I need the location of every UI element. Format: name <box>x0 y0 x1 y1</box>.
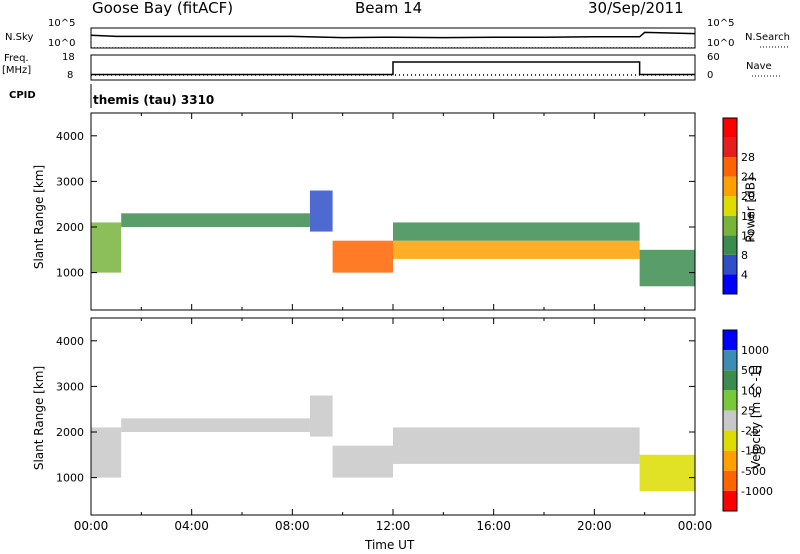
power-region-6 <box>639 249 695 287</box>
freq-tick-low: 8 <box>67 70 74 81</box>
power-region-4 <box>393 240 640 259</box>
power-colorbar-cell-6 <box>723 157 737 177</box>
noise-tick-low-left: 10^0 <box>48 38 76 49</box>
time-xtick-label-2: 08:00 <box>275 519 310 533</box>
power-region-1 <box>121 213 310 228</box>
freq-panel-frame <box>90 54 696 81</box>
power-colorbar-tick-3: 16 <box>741 210 755 223</box>
velocity-colorbar-frame <box>722 329 738 512</box>
velocity-region-4 <box>393 427 640 464</box>
velocity-region-0 <box>91 427 122 478</box>
velocity-ytick-label-0: 1000 <box>56 472 84 485</box>
velocity-colorbar-cell-7 <box>723 470 737 491</box>
velocity-colorbar-tick-7: -1000 <box>741 485 773 498</box>
cpid-label: CPID <box>9 90 36 101</box>
velocity-colorbar-cell-8 <box>723 490 737 511</box>
power-colorbar-frame <box>722 117 738 295</box>
velocity-colorbar-cell-0 <box>723 330 737 351</box>
station-title: Goose Bay (fitACF) <box>92 0 234 17</box>
velocity-panel-bg <box>91 318 695 515</box>
power-colorbar-cell-0 <box>723 274 737 294</box>
noise-tick-low-right: 10^0 <box>707 38 735 49</box>
nsky-line <box>90 31 696 39</box>
velocity-ytick-label-1: 2000 <box>56 426 84 439</box>
nave-label: Nave <box>746 61 772 72</box>
nave-tick-low: 0 <box>707 70 714 81</box>
power-colorbar-cell-2 <box>723 235 737 255</box>
power-colorbar-tick-1: 8 <box>741 249 748 262</box>
freq-label: Freq. <box>4 53 29 64</box>
velocity-region-1 <box>121 418 310 433</box>
velocity-colorbar-tick-1: 500 <box>741 364 762 377</box>
power-colorbar-cell-8 <box>723 118 737 138</box>
power-panel-bg <box>91 113 695 310</box>
noise-tick-high-right: 10^5 <box>707 18 735 29</box>
beam-title: Beam 14 <box>355 0 423 17</box>
time-xlabel: Time UT <box>365 538 415 552</box>
velocity-colorbar-tick-2: 100 <box>741 384 762 397</box>
velocity-colorbar-cell-4 <box>723 410 737 431</box>
time-xtick-label-5: 20:00 <box>577 519 612 533</box>
power-colorbar-tick-0: 4 <box>741 268 748 281</box>
power-colorbar-cell-4 <box>723 196 737 216</box>
power-ytick-label-2: 3000 <box>56 175 84 188</box>
nsky-label: N.Sky <box>5 32 34 43</box>
velocity-colorbar-cell-2 <box>723 370 737 391</box>
power-ytick-label-0: 1000 <box>56 267 84 280</box>
time-xtick-label-0: 00:00 <box>74 519 109 533</box>
velocity-region-5 <box>639 454 695 492</box>
cpid-value: themis (tau) 3310 <box>93 93 215 107</box>
velocity-region-2 <box>309 395 333 437</box>
velocity-colorbar-tick-5: -100 <box>741 445 766 458</box>
power-region-0 <box>91 222 122 273</box>
noise-tick-high-left: 10^5 <box>48 18 76 29</box>
power-region-5 <box>393 222 640 241</box>
velocity-colorbar-cell-6 <box>723 450 737 471</box>
power-colorbar-cell-1 <box>723 254 737 275</box>
nsearch-label: N.Search <box>745 32 791 43</box>
power-colorbar-tick-6: 28 <box>741 151 755 164</box>
time-xtick-label-1: 04:00 <box>174 519 209 533</box>
velocity-region-3 <box>332 445 393 478</box>
power-colorbar-cell-5 <box>723 176 737 197</box>
velocity-colorbar-tick-4: -25 <box>741 425 759 438</box>
power-colorbar-cell-7 <box>723 137 737 158</box>
date-title: 30/Sep/2011 <box>588 0 684 17</box>
velocity-colorbar-cell-3 <box>723 390 737 411</box>
power-colorbar-cell-3 <box>723 215 737 236</box>
nave-tick-high: 60 <box>707 52 720 63</box>
time-xtick-label-4: 16:00 <box>476 519 511 533</box>
time-xtick-label-6: 00:00 <box>678 519 713 533</box>
power-region-2 <box>309 190 333 232</box>
power-colorbar-tick-2: 12 <box>741 229 755 242</box>
velocity-colorbar-cell-1 <box>723 350 737 371</box>
velocity-colorbar-tick-0: 1000 <box>741 344 769 357</box>
freq-line <box>91 61 695 76</box>
velocity-ytick-label-3: 4000 <box>56 335 84 348</box>
power-ytick-label-1: 2000 <box>56 221 84 234</box>
time-xtick-label-3: 12:00 <box>376 519 411 533</box>
freq-unit-label: [MHz] <box>2 65 32 76</box>
power-colorbar-tick-5: 24 <box>741 171 755 184</box>
velocity-colorbar-tick-6: -500 <box>741 465 766 478</box>
velocity-colorbar-cell-5 <box>723 430 737 451</box>
velocity-colorbar-tick-3: 25 <box>741 404 755 417</box>
power-region-3 <box>332 240 393 273</box>
velocity-ytick-label-2: 3000 <box>56 380 84 393</box>
freq-tick-high: 18 <box>62 52 75 63</box>
power-colorbar-tick-4: 20 <box>741 190 755 203</box>
noise-panel-frame <box>90 27 696 49</box>
power-ytick-label-3: 4000 <box>56 130 84 143</box>
